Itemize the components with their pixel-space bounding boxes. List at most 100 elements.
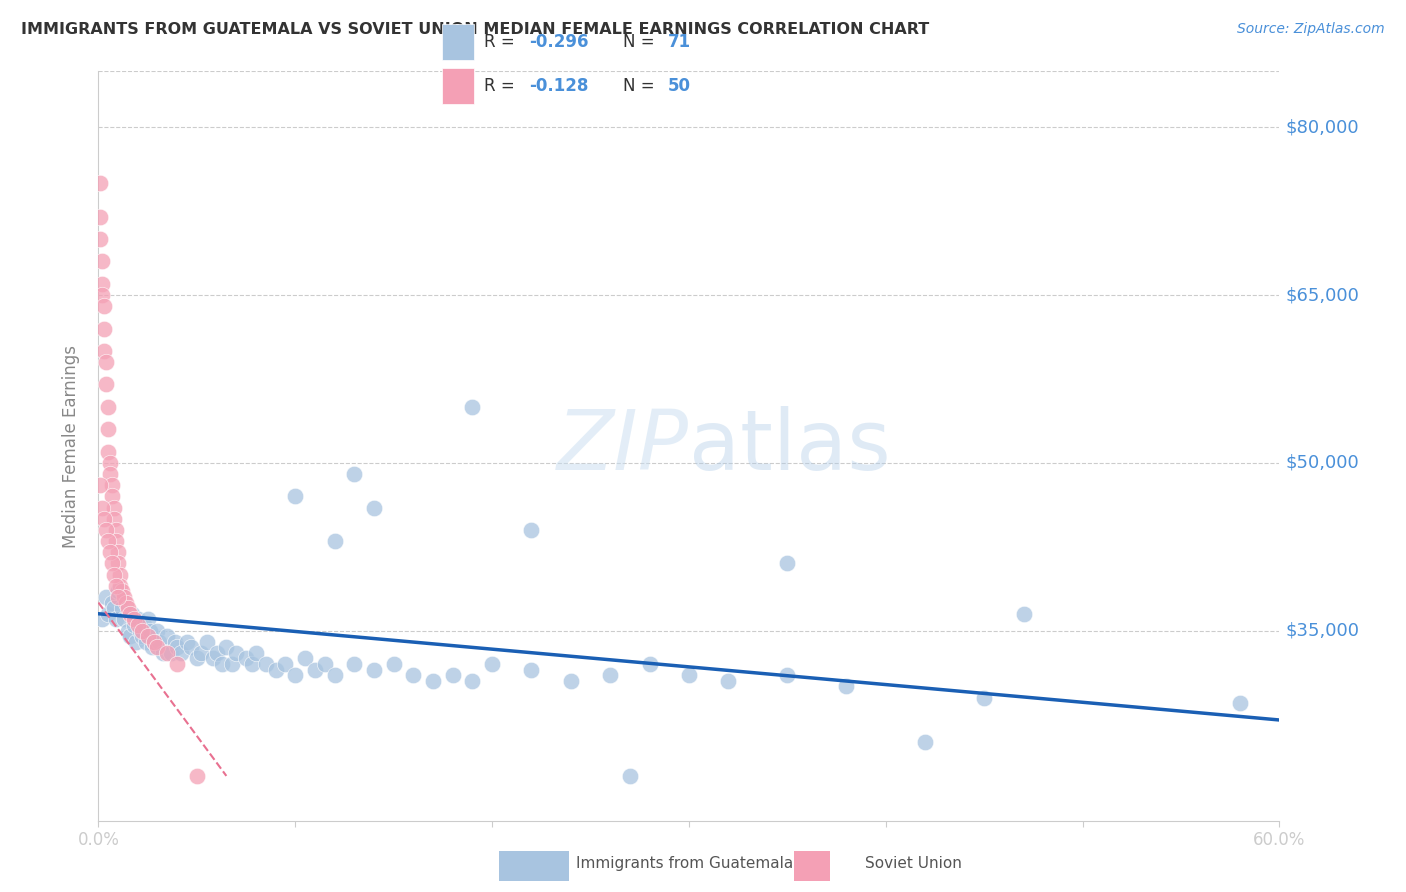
Point bbox=[176, 634, 198, 648]
Point bbox=[240, 657, 263, 671]
Point bbox=[441, 668, 464, 682]
Point bbox=[91, 277, 114, 291]
Point bbox=[97, 444, 120, 458]
Point bbox=[108, 579, 131, 593]
Point bbox=[141, 640, 163, 655]
Point bbox=[101, 478, 124, 492]
Point bbox=[101, 489, 124, 503]
Point bbox=[91, 288, 114, 302]
Point bbox=[93, 343, 115, 358]
Point bbox=[165, 634, 187, 648]
Point bbox=[89, 176, 111, 190]
Point bbox=[156, 646, 179, 660]
Point bbox=[98, 545, 121, 559]
Point bbox=[98, 456, 121, 470]
Point bbox=[93, 299, 115, 313]
Point bbox=[160, 646, 183, 660]
Point bbox=[402, 668, 425, 682]
Point bbox=[97, 607, 120, 621]
Point bbox=[619, 769, 641, 783]
Text: ZIP: ZIP bbox=[557, 406, 689, 486]
Point bbox=[973, 690, 995, 705]
Text: IMMIGRANTS FROM GUATEMALA VS SOVIET UNION MEDIAN FEMALE EARNINGS CORRELATION CHA: IMMIGRANTS FROM GUATEMALA VS SOVIET UNIO… bbox=[21, 22, 929, 37]
Point bbox=[97, 400, 120, 414]
Point bbox=[323, 534, 346, 549]
Point bbox=[1229, 696, 1251, 710]
Point bbox=[136, 629, 159, 643]
Point bbox=[190, 646, 212, 660]
Text: -0.296: -0.296 bbox=[529, 33, 589, 51]
Text: $35,000: $35,000 bbox=[1285, 622, 1360, 640]
Point bbox=[118, 629, 141, 643]
Point bbox=[125, 634, 148, 648]
Point bbox=[422, 673, 444, 688]
Point bbox=[343, 467, 366, 481]
Point bbox=[186, 769, 208, 783]
Text: R =: R = bbox=[484, 78, 515, 95]
Point bbox=[103, 567, 125, 582]
Point bbox=[520, 523, 543, 537]
Point bbox=[131, 624, 153, 638]
Point bbox=[776, 668, 799, 682]
Point bbox=[180, 640, 202, 655]
Point bbox=[103, 511, 125, 525]
Point bbox=[304, 663, 326, 677]
Point bbox=[117, 601, 139, 615]
Point bbox=[170, 646, 193, 660]
Point bbox=[152, 646, 174, 660]
Point bbox=[111, 584, 134, 599]
Text: -0.128: -0.128 bbox=[529, 78, 589, 95]
Text: Source: ZipAtlas.com: Source: ZipAtlas.com bbox=[1237, 22, 1385, 37]
Point bbox=[148, 634, 170, 648]
Point bbox=[599, 668, 621, 682]
Point bbox=[107, 545, 129, 559]
Point bbox=[274, 657, 297, 671]
Text: N =: N = bbox=[623, 33, 654, 51]
Text: Soviet Union: Soviet Union bbox=[865, 856, 962, 871]
Point bbox=[138, 624, 160, 638]
Point bbox=[93, 511, 115, 525]
Point bbox=[127, 618, 149, 632]
Text: 50: 50 bbox=[668, 78, 692, 95]
Point bbox=[560, 673, 582, 688]
Point bbox=[97, 422, 120, 436]
Point bbox=[211, 657, 233, 671]
Point bbox=[215, 640, 238, 655]
Point bbox=[101, 596, 124, 610]
Point bbox=[245, 646, 267, 660]
Point bbox=[118, 607, 141, 621]
Bar bbox=[441, 24, 474, 60]
Point bbox=[343, 657, 366, 671]
Point bbox=[117, 624, 139, 638]
Point bbox=[107, 557, 129, 571]
Point bbox=[112, 590, 135, 604]
Point bbox=[195, 634, 218, 648]
Point bbox=[461, 673, 484, 688]
Point bbox=[112, 612, 135, 626]
Point bbox=[235, 651, 257, 665]
Point bbox=[142, 634, 165, 648]
Point bbox=[96, 377, 118, 392]
Point bbox=[914, 735, 936, 749]
Point bbox=[142, 634, 165, 648]
Point bbox=[254, 657, 277, 671]
Point bbox=[221, 657, 243, 671]
Point bbox=[96, 523, 118, 537]
Text: $65,000: $65,000 bbox=[1285, 286, 1360, 304]
Point bbox=[638, 657, 661, 671]
Point bbox=[111, 601, 134, 615]
Point bbox=[284, 668, 307, 682]
Point bbox=[835, 680, 858, 694]
Point bbox=[107, 584, 129, 599]
Point bbox=[101, 557, 124, 571]
Point bbox=[122, 618, 145, 632]
Point bbox=[105, 523, 128, 537]
Point bbox=[131, 629, 153, 643]
Point bbox=[382, 657, 405, 671]
Point bbox=[146, 624, 169, 638]
Point bbox=[264, 663, 287, 677]
Point bbox=[166, 657, 188, 671]
Point bbox=[146, 640, 169, 655]
Point bbox=[132, 618, 155, 632]
Point bbox=[93, 321, 115, 335]
